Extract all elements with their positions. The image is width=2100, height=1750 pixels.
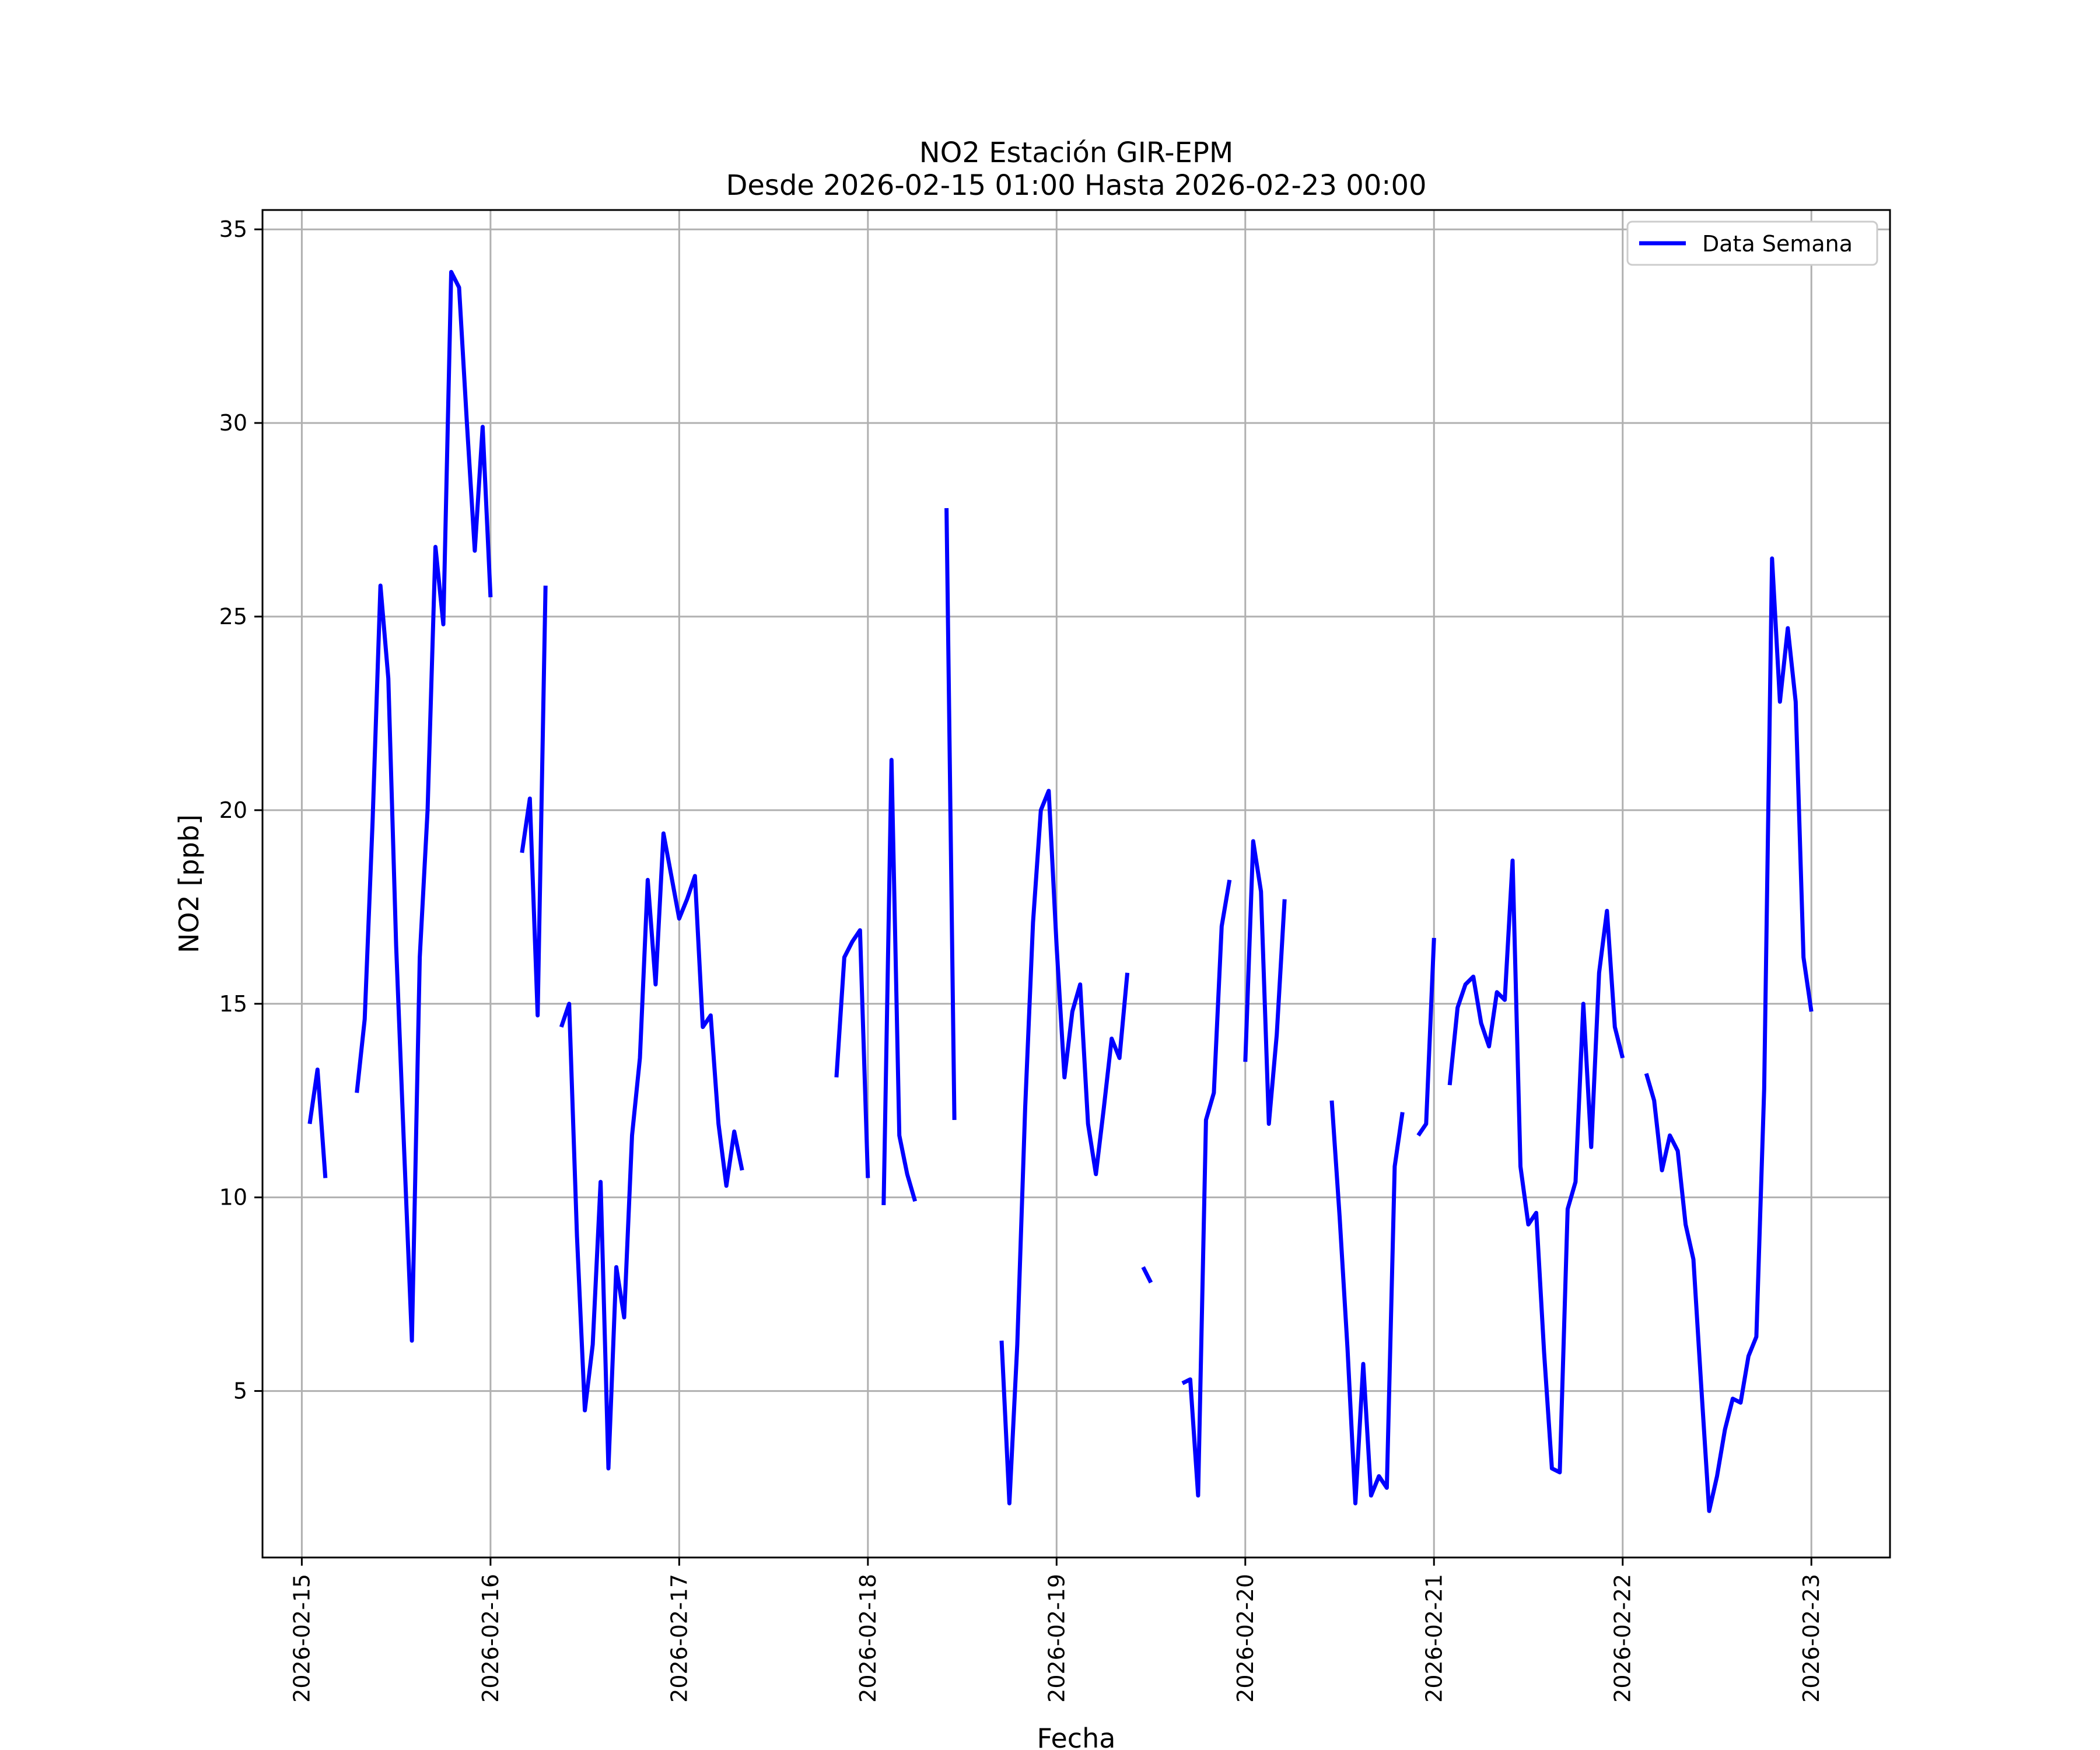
y-tick-label: 25 [219, 604, 247, 629]
y-tick-label: 5 [233, 1378, 247, 1404]
x-axis-label: Fecha [1037, 1723, 1116, 1750]
series-line-segment [355, 270, 493, 1343]
x-tick-label: 2026-02-20 [1233, 1574, 1258, 1703]
x-tick-label: 2026-02-21 [1421, 1574, 1447, 1703]
series-data-semana [307, 270, 1814, 1513]
grid [262, 210, 1890, 1558]
plot-frame [261, 209, 1891, 1559]
series-line-segment [881, 758, 918, 1205]
y-tick-label: 15 [219, 991, 247, 1017]
x-tick-label: 2026-02-15 [289, 1574, 314, 1703]
x-tick-label: 2026-02-16 [478, 1574, 503, 1703]
y-axis-label: NO2 [ppb] [173, 814, 205, 953]
y-tick-label: 10 [219, 1185, 247, 1210]
legend: Data Semana [1626, 220, 1878, 266]
y-tick-label: 30 [219, 410, 247, 436]
y-tick-label: 35 [219, 216, 247, 242]
series-line-segment [1329, 1100, 1405, 1506]
series-line-segment [1141, 1266, 1153, 1284]
x-tick-label: 2026-02-22 [1610, 1574, 1636, 1703]
series-line-segment [520, 585, 548, 1018]
legend-box [1626, 220, 1878, 266]
x-tick-label: 2026-02-18 [855, 1574, 881, 1703]
series-line-segment [307, 1068, 328, 1178]
series-line-segment [1447, 858, 1625, 1475]
legend-entry-data-semana: Data Semana [1702, 231, 1853, 257]
series-line-segment [1644, 556, 1814, 1513]
series-line-segment [944, 508, 957, 1120]
series-line-segment [999, 789, 1130, 1506]
x-tick-label: 2026-02-19 [1044, 1574, 1069, 1703]
series-line-segment [1416, 937, 1436, 1137]
x-tick-label: 2026-02-23 [1798, 1574, 1824, 1703]
series-line-segment [559, 831, 744, 1471]
series-line-segment [1181, 879, 1232, 1498]
x-axis-ticks: 2026-02-15 2026-02-16 2026-02-17 2026-02-18… [289, 1558, 1824, 1703]
series-line-segment [1243, 839, 1287, 1126]
series-line-segment [834, 928, 870, 1178]
y-axis-ticks: 5 10 15 20 25 30 35 [219, 216, 262, 1404]
y-tick-label: 20 [219, 797, 247, 823]
chart-title-line-2: Desde 2026-02-15 01:00 Hasta 2026-02-23 … [726, 169, 1426, 202]
x-tick-label: 2026-02-17 [666, 1574, 692, 1703]
chart-title-line-1: NO2 Estación GIR-EPM [919, 136, 1234, 169]
